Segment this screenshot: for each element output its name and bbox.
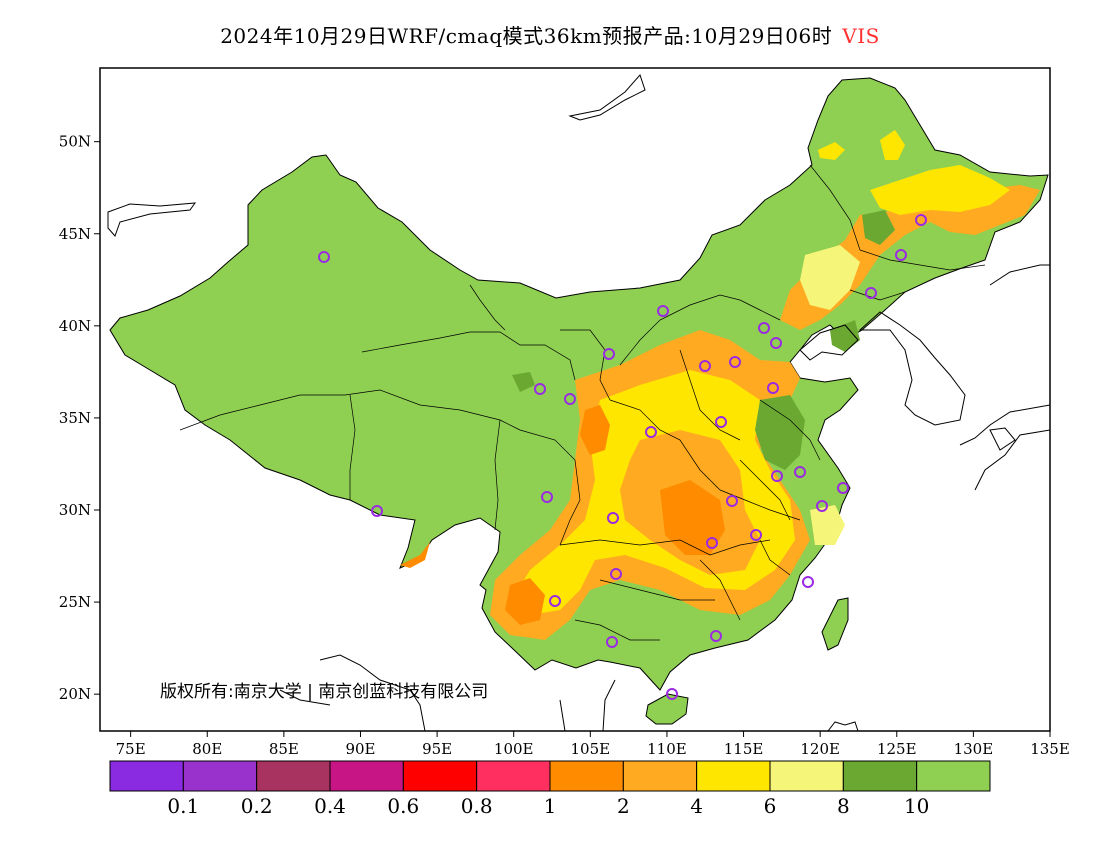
station-marker: [657, 305, 669, 317]
colorbar-segment: [549, 760, 624, 792]
station-marker: [534, 383, 546, 395]
colorbar-label: 0.8: [461, 794, 493, 818]
lon-tick-label: 105E: [571, 740, 611, 758]
station-marker: [318, 251, 330, 263]
lon-tick-label: 110E: [647, 740, 687, 758]
colorbar-label: 8: [837, 794, 850, 818]
station-marker: [770, 337, 782, 349]
station-markers: [318, 214, 927, 700]
station-marker: [865, 287, 877, 299]
station-marker: [541, 491, 553, 503]
lat-tick-label: 20N: [59, 685, 91, 703]
colorbar-segment: [842, 760, 918, 792]
station-marker: [666, 688, 678, 700]
station-marker: [371, 505, 383, 517]
map-content: 版权所有:南京大学 | 南京创蓝科技有限公司: [107, 74, 1050, 731]
colorbar-label: 0.2: [241, 794, 273, 818]
station-marker: [564, 393, 576, 405]
station-marker: [706, 537, 718, 549]
colorbar-segment: [769, 760, 844, 792]
lat-tick-label: 40N: [59, 317, 91, 335]
title-variable: VIS: [842, 24, 880, 48]
lat-tick-label: 35N: [59, 409, 91, 427]
colorbar-segment: [622, 760, 698, 792]
station-marker: [802, 576, 814, 588]
colorbar-label: 6: [764, 794, 777, 818]
colorbar-label: 2: [617, 794, 630, 818]
station-marker: [710, 630, 722, 642]
lon-tick-label: 75E: [116, 740, 146, 758]
neighbour-coastlines: [107, 74, 1050, 731]
lon-tick-label: 130E: [954, 740, 994, 758]
lon-tick-label: 90E: [345, 740, 375, 758]
station-marker: [837, 482, 849, 494]
lat-tick-label: 25N: [59, 593, 91, 611]
chart-title: 2024年10月29日WRF/cmaq模式36km预报产品:10月29日06时 V…: [0, 20, 1100, 49]
station-marker: [726, 495, 738, 507]
lon-tick-label: 115E: [724, 740, 764, 758]
station-marker: [610, 568, 622, 580]
lon-tick-label: 95E: [422, 740, 452, 758]
colorbar-segment: [476, 760, 551, 792]
province-boundaries: [179, 164, 986, 641]
colorbar-label: 10: [904, 794, 929, 818]
station-marker: [915, 214, 927, 226]
lon-tick-label: 100E: [494, 740, 534, 758]
station-marker: [607, 512, 619, 524]
title-main: 2024年10月29日WRF/cmaq模式36km预报产品:10月29日06时: [220, 24, 833, 48]
station-marker: [699, 360, 711, 372]
station-marker: [767, 382, 779, 394]
hainan-island: [645, 693, 689, 725]
station-marker: [715, 416, 727, 428]
lat-tick-label: 50N: [59, 133, 91, 151]
colorbar-segment: [402, 760, 478, 792]
colorbar-label: 0.6: [387, 794, 419, 818]
station-marker: [606, 636, 618, 648]
colorbar-segment: [182, 760, 258, 792]
colorbar-segment: [696, 760, 771, 792]
longitude-axis: 75E 80E 85E 90E 95E 100E 105E 110E 115E 120E 125E 1…: [116, 731, 1070, 758]
station-marker: [603, 348, 615, 360]
colorbar-label: 0.1: [167, 794, 199, 818]
station-marker: [750, 529, 762, 541]
colorbar-segment: [256, 760, 331, 792]
station-marker: [895, 249, 907, 261]
taiwan-island: [821, 597, 849, 651]
lon-tick-label: 85E: [269, 740, 299, 758]
station-marker: [794, 466, 806, 478]
colorbar-label: 0.4: [314, 794, 346, 818]
colorbar-label: 4: [690, 794, 703, 818]
lon-tick-label: 80E: [192, 740, 222, 758]
colorbar-label: 1: [544, 794, 557, 818]
lon-tick-label: 120E: [800, 740, 840, 758]
map-frame: [99, 67, 1051, 732]
colorbar-segment: [329, 760, 404, 792]
low-visibility-zones: [400, 130, 1040, 640]
station-marker: [645, 426, 657, 438]
station-marker: [771, 470, 783, 482]
lon-tick-label: 125E: [877, 740, 917, 758]
lat-tick-label: 45N: [59, 225, 91, 243]
station-marker: [758, 322, 770, 334]
copyright-text: 版权所有:南京大学 | 南京创蓝科技有限公司: [160, 682, 488, 702]
colorbar: 0.1 0.2 0.4 0.6 0.8 1 2 4 6 8 10: [109, 760, 991, 818]
colorbar-segment: [109, 760, 184, 792]
lat-tick-label: 30N: [59, 501, 91, 519]
colorbar-segment: [916, 760, 991, 792]
station-marker: [549, 595, 561, 607]
station-marker: [816, 500, 828, 512]
lon-tick-label: 135E: [1030, 740, 1070, 758]
station-marker: [729, 356, 741, 368]
latitude-axis: 20N 25N 30N 35N 40N 45N 50N: [59, 133, 100, 703]
